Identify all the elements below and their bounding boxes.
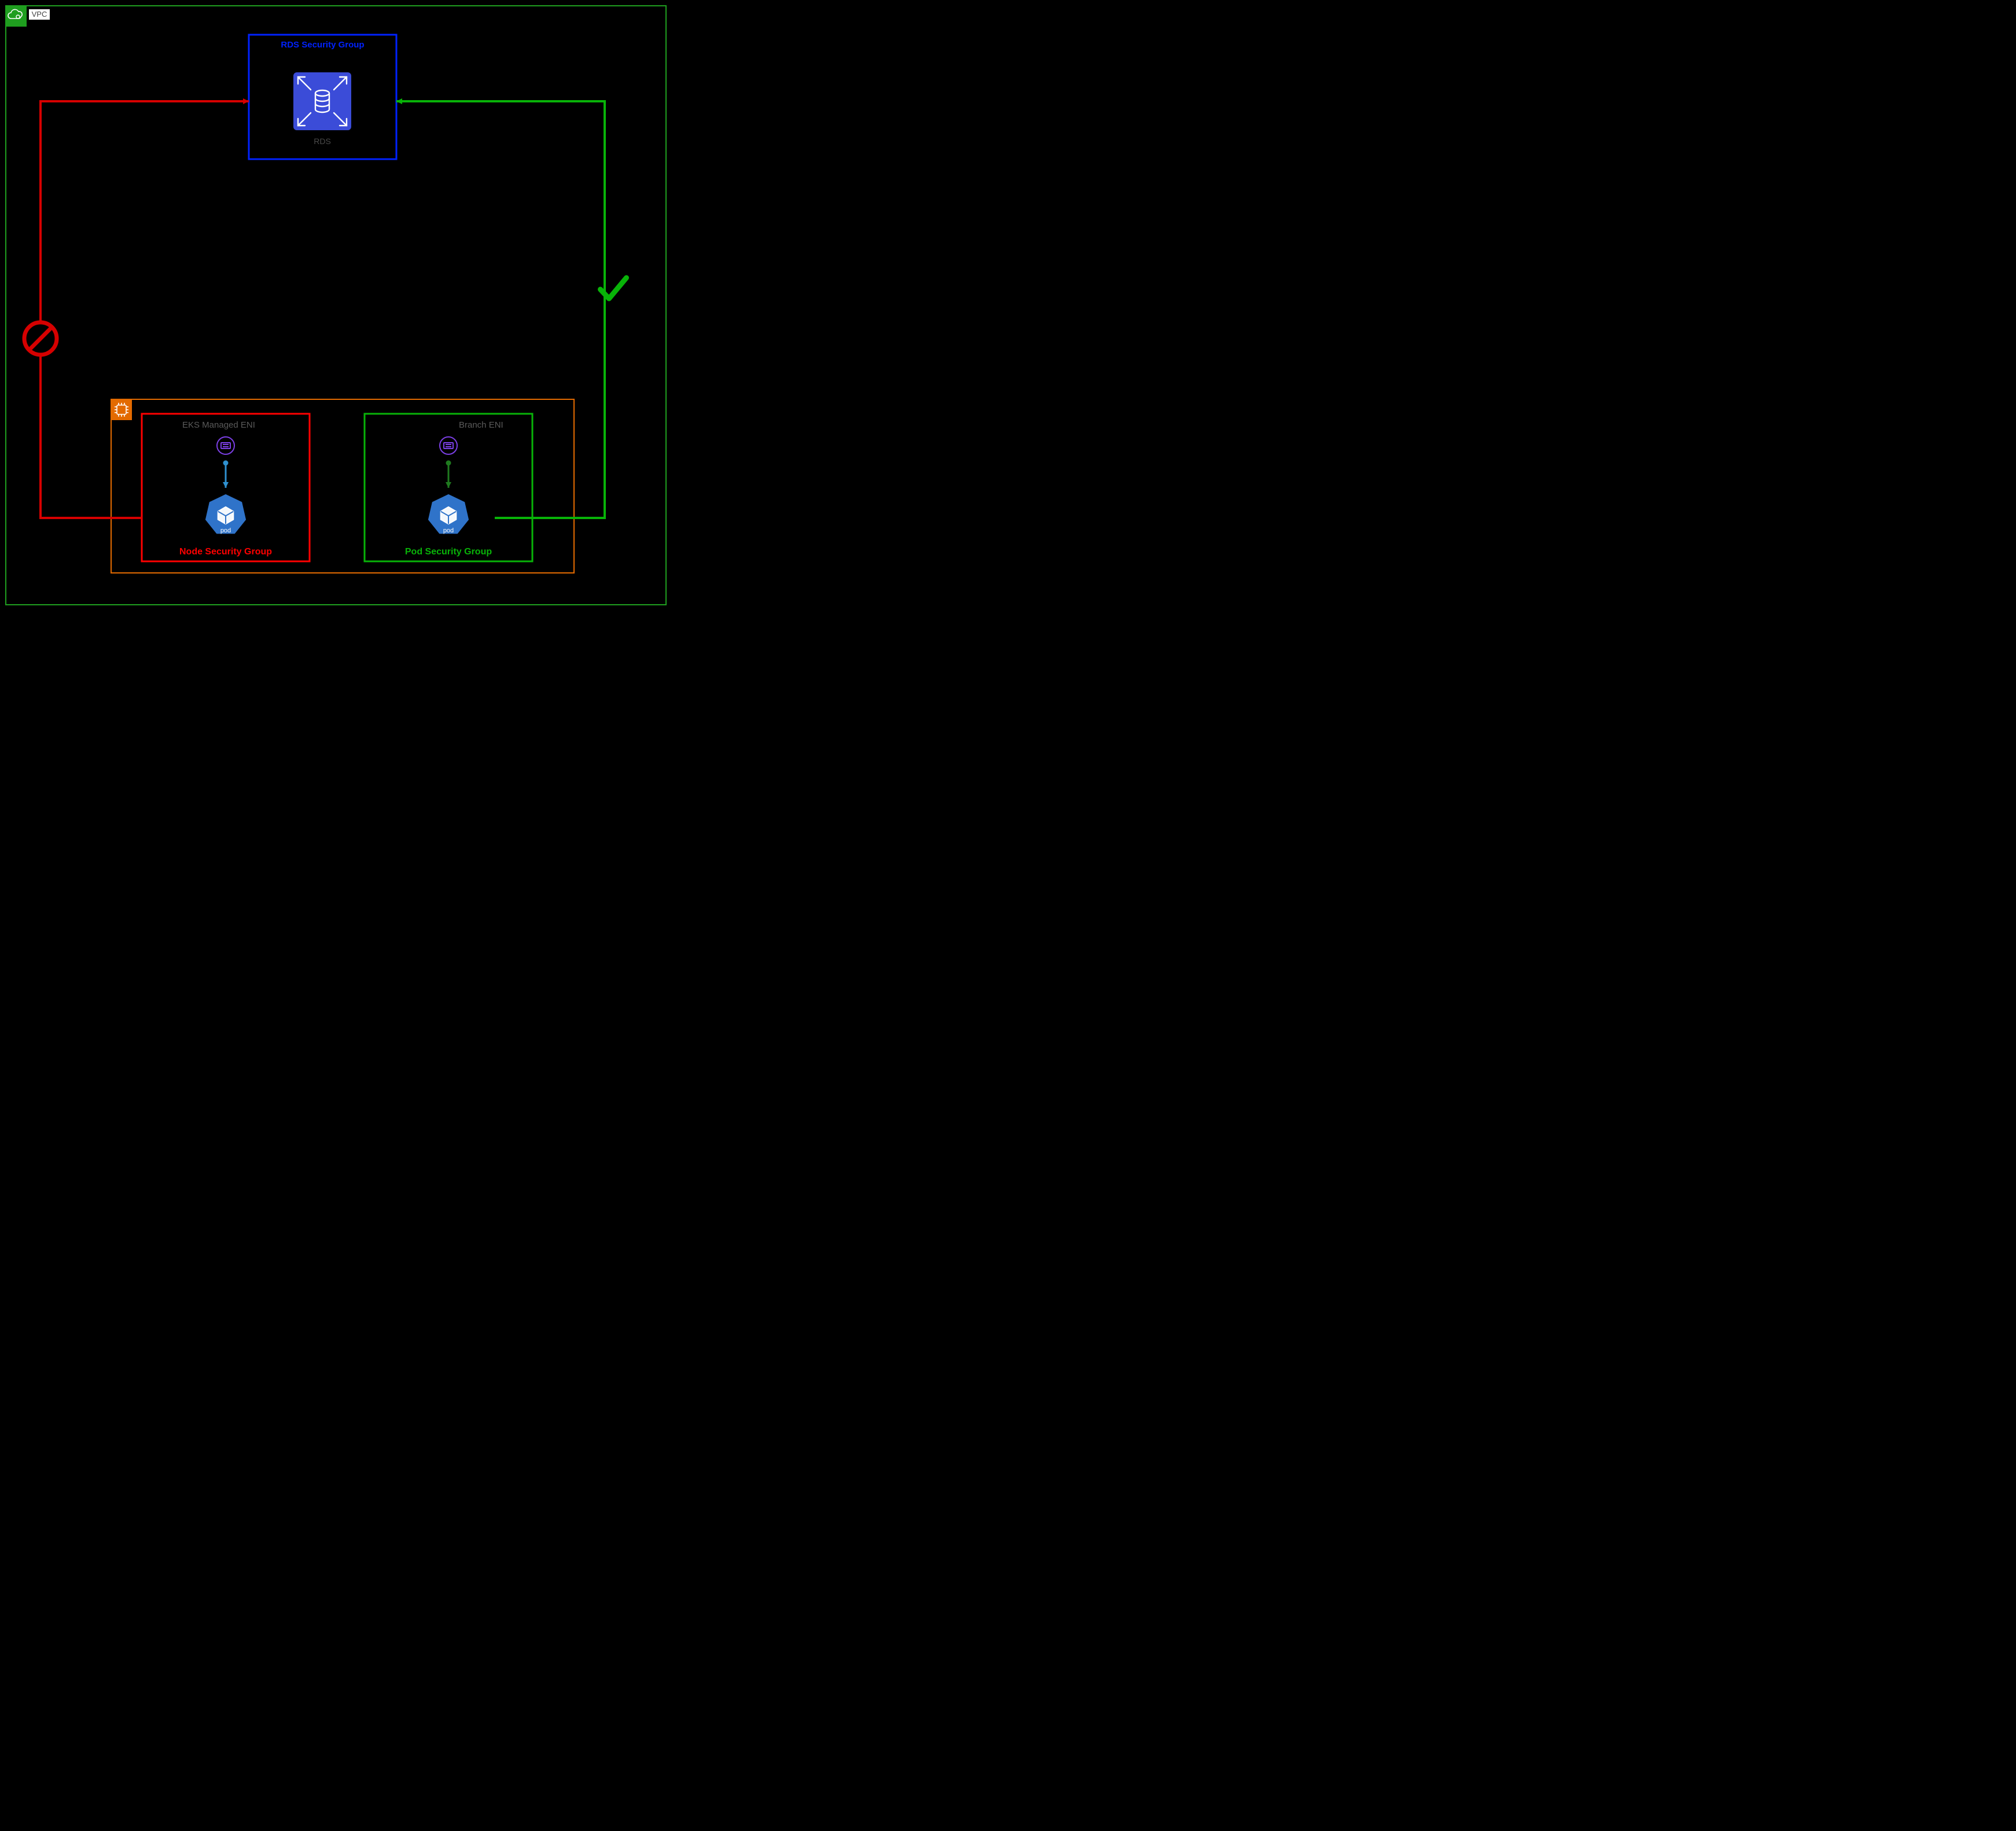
deny-path [41, 101, 249, 518]
pod-pod-label: pod [443, 527, 454, 534]
cube-icon [441, 507, 457, 524]
pod-eni-label: Branch ENI [459, 420, 503, 430]
node-eni-label: EKS Managed ENI [182, 420, 255, 430]
vpc-label: VPC [32, 10, 47, 19]
eni-icon [440, 437, 457, 454]
pod-sg-title: Pod Security Group [405, 547, 492, 557]
node-sg-title: Node Security Group [179, 547, 272, 557]
cube-icon [218, 507, 234, 524]
eni-icon [217, 437, 234, 454]
node-pod-label: pod [220, 527, 231, 534]
rds-sg-title: RDS Security Group [281, 40, 364, 50]
instance-badge [111, 399, 132, 420]
rds-label: RDS [314, 137, 331, 146]
